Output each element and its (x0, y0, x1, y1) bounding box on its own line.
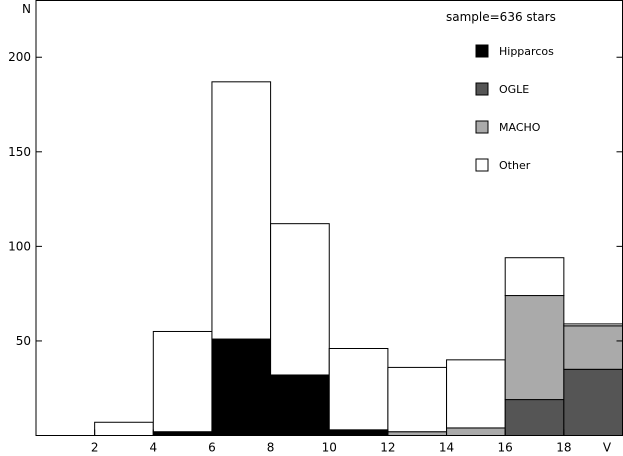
bar-macho-12-14 (387, 431, 448, 436)
x-tick-label-14: 14 (439, 441, 454, 455)
legend: Hipparcos OGLE MACHO Other (475, 44, 554, 172)
bar-macho-14-16 (446, 427, 506, 437)
legend-swatch-hipparcos (475, 44, 489, 58)
x-tick-label-10: 10 (322, 441, 337, 455)
bar-other-6-8 (211, 81, 272, 340)
x-axis-label: V (603, 441, 612, 455)
bar-hipparcos-4-6 (152, 431, 213, 436)
y-tick-label-200: 200 (8, 50, 31, 64)
x-tick-label-12: 12 (380, 441, 395, 455)
x-tick-label-18: 18 (556, 441, 571, 455)
legend-swatch-ogle (475, 82, 489, 96)
bar-macho-18-20 (563, 325, 623, 370)
bar-hipparcos-6-8 (211, 338, 272, 437)
y-tick-label-150: 150 (8, 145, 31, 159)
bars-group (94, 81, 623, 437)
bar-other-8-10 (270, 223, 330, 376)
bar-hipparcos-10-12 (328, 429, 389, 436)
bar-hipparcos-8-10 (270, 374, 330, 437)
bar-macho-16-18 (504, 295, 565, 401)
legend-label-hipparcos: Hipparcos (499, 45, 554, 58)
legend-swatch-other (475, 158, 489, 172)
x-tick-label-2: 2 (91, 441, 99, 455)
x-tick-label-8: 8 (267, 441, 275, 455)
bar-other-10-12 (328, 348, 389, 431)
bar-other-18-20 (563, 323, 623, 327)
legend-label-ogle: OGLE (499, 83, 529, 96)
legend-swatch-macho (475, 120, 489, 134)
bar-other-2-4 (94, 421, 154, 436)
legend-label-macho: MACHO (499, 121, 541, 134)
x-tick-label-6: 6 (208, 441, 216, 455)
x-axis: 2 4 6 8 10 12 14 16 18 (91, 429, 571, 455)
bar-other-4-6 (152, 330, 213, 433)
bar-ogle-16-18 (504, 399, 565, 436)
y-tick-label-100: 100 (8, 239, 31, 253)
x-tick-label-4: 4 (149, 441, 157, 455)
legend-label-other: Other (499, 159, 531, 172)
bar-other-16-18 (504, 257, 565, 297)
bar-other-12-14 (387, 366, 448, 433)
bar-other-14-16 (446, 359, 506, 429)
bar-ogle-18-20 (563, 368, 623, 437)
x-tick-label-16: 16 (498, 441, 513, 455)
sample-annotation: sample=636 stars (446, 10, 556, 24)
y-axis: 50 100 150 200 (8, 50, 623, 348)
y-axis-label: N (22, 2, 31, 16)
y-tick-label-50: 50 (16, 334, 31, 348)
